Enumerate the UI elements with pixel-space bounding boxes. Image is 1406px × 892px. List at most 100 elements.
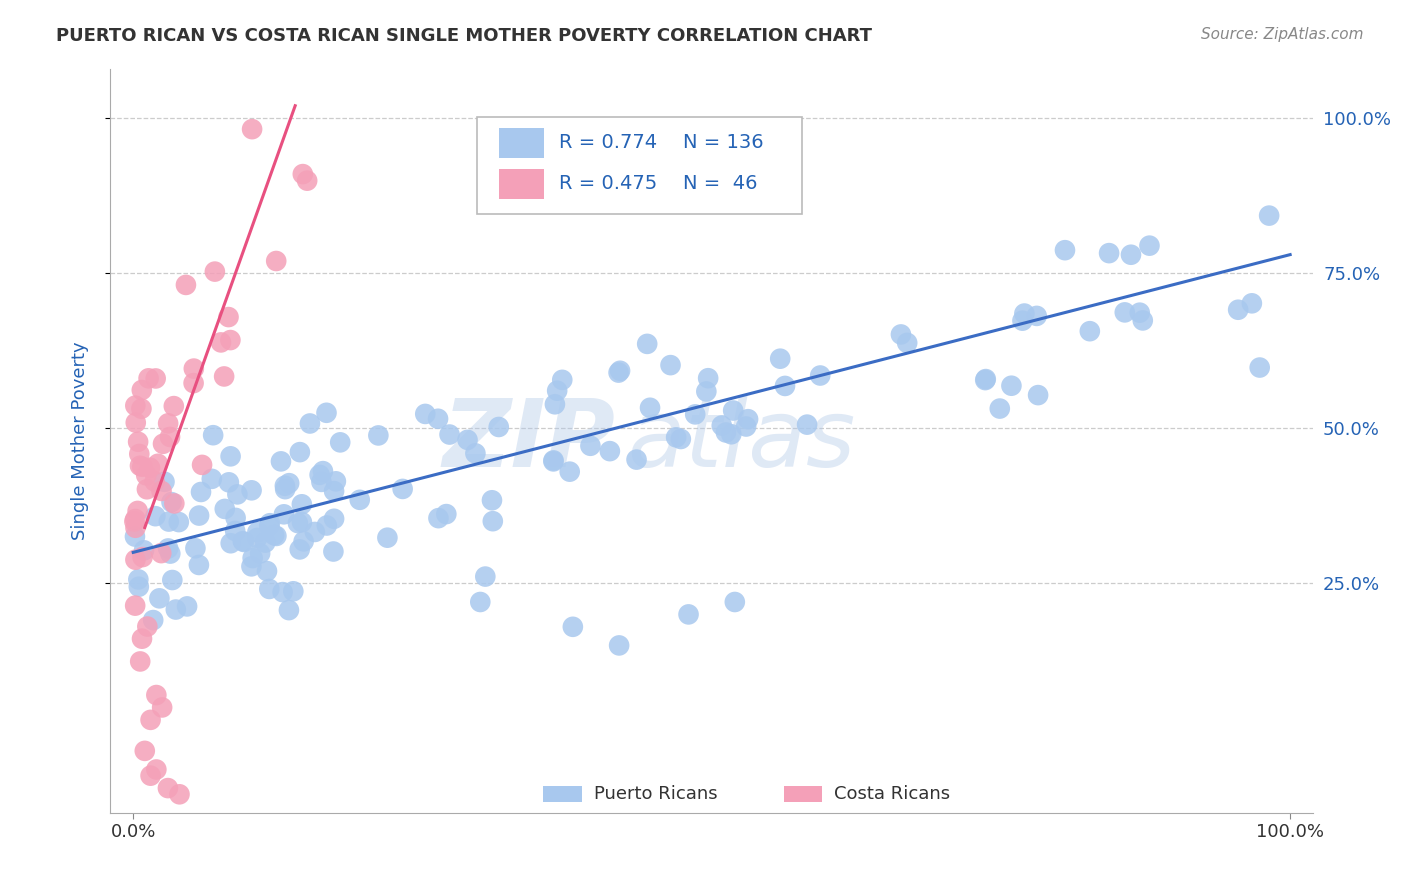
Point [1000, 378, 1022, 392]
Point [638, 401, 661, 415]
Point [124, 512, 146, 526]
Point [697, 371, 720, 385]
Point [308, 467, 330, 482]
Point [169, 787, 191, 801]
Point [270, 454, 292, 468]
Point [1014, 307, 1036, 321]
Text: N =  46: N = 46 [683, 175, 758, 194]
Point [124, 515, 146, 529]
Point [607, 639, 630, 653]
Point [139, 460, 162, 475]
Point [136, 619, 159, 633]
Point [665, 430, 688, 444]
Point [249, 546, 271, 560]
Point [292, 534, 315, 549]
Text: atlas: atlas [627, 395, 856, 486]
Point [183, 376, 205, 390]
Text: ZIP: ZIP [443, 395, 616, 487]
Point [579, 439, 602, 453]
Point [232, 534, 254, 549]
Point [254, 535, 277, 549]
Point [710, 418, 733, 433]
Point [1249, 360, 1271, 375]
Point [256, 564, 278, 578]
Point [139, 769, 162, 783]
Point [1132, 313, 1154, 327]
Point [1139, 238, 1161, 252]
Point [470, 595, 492, 609]
Point [427, 511, 450, 525]
Point [148, 591, 170, 606]
Point [160, 495, 183, 509]
Point [1129, 306, 1152, 320]
Point [544, 397, 567, 411]
Point [599, 444, 621, 458]
Point [191, 458, 214, 472]
Point [669, 432, 692, 446]
Point [125, 416, 148, 430]
Point [322, 544, 344, 558]
Point [974, 373, 997, 387]
Point [636, 337, 658, 351]
Point [145, 763, 167, 777]
Point [128, 447, 150, 461]
Point [145, 371, 167, 385]
Point [558, 465, 581, 479]
Point [1053, 243, 1076, 257]
Point [1098, 246, 1121, 260]
Point [721, 403, 744, 417]
Point [124, 399, 146, 413]
Point [150, 483, 173, 498]
FancyBboxPatch shape [499, 128, 544, 158]
Point [304, 524, 326, 539]
Point [298, 417, 321, 431]
Point [277, 603, 299, 617]
Point [273, 508, 295, 522]
Point [240, 559, 263, 574]
Point [724, 595, 747, 609]
Text: R = 0.475: R = 0.475 [558, 175, 657, 194]
Point [219, 536, 242, 550]
Point [1114, 305, 1136, 319]
Point [288, 445, 311, 459]
Point [209, 335, 232, 350]
Point [1227, 302, 1250, 317]
Point [271, 585, 294, 599]
Point [134, 744, 156, 758]
Text: PUERTO RICAN VS COSTA RICAN SINGLE MOTHER POVERTY CORRELATION CHART: PUERTO RICAN VS COSTA RICAN SINGLE MOTHE… [56, 27, 872, 45]
FancyBboxPatch shape [477, 117, 801, 214]
Point [226, 487, 249, 501]
Point [138, 371, 160, 385]
Point [131, 383, 153, 397]
FancyBboxPatch shape [499, 169, 544, 199]
Point [291, 515, 314, 529]
Point [246, 531, 269, 545]
Point [482, 514, 505, 528]
Point [156, 781, 179, 796]
Point [488, 420, 510, 434]
Point [163, 496, 186, 510]
Point [157, 541, 180, 556]
Point [124, 599, 146, 613]
Point [808, 368, 831, 383]
Point [291, 497, 314, 511]
Point [184, 541, 207, 556]
Point [124, 530, 146, 544]
Point [773, 379, 796, 393]
Text: Source: ZipAtlas.com: Source: ZipAtlas.com [1201, 27, 1364, 42]
Point [129, 655, 152, 669]
Point [329, 435, 352, 450]
Point [474, 569, 496, 583]
Point [135, 483, 157, 497]
Point [678, 607, 700, 622]
Point [266, 529, 288, 543]
Point [127, 573, 149, 587]
Point [218, 310, 240, 324]
Point [188, 508, 211, 523]
Point [202, 428, 225, 442]
Point [546, 384, 568, 398]
Point [214, 502, 236, 516]
Point [159, 547, 181, 561]
Point [219, 450, 242, 464]
Point [391, 482, 413, 496]
